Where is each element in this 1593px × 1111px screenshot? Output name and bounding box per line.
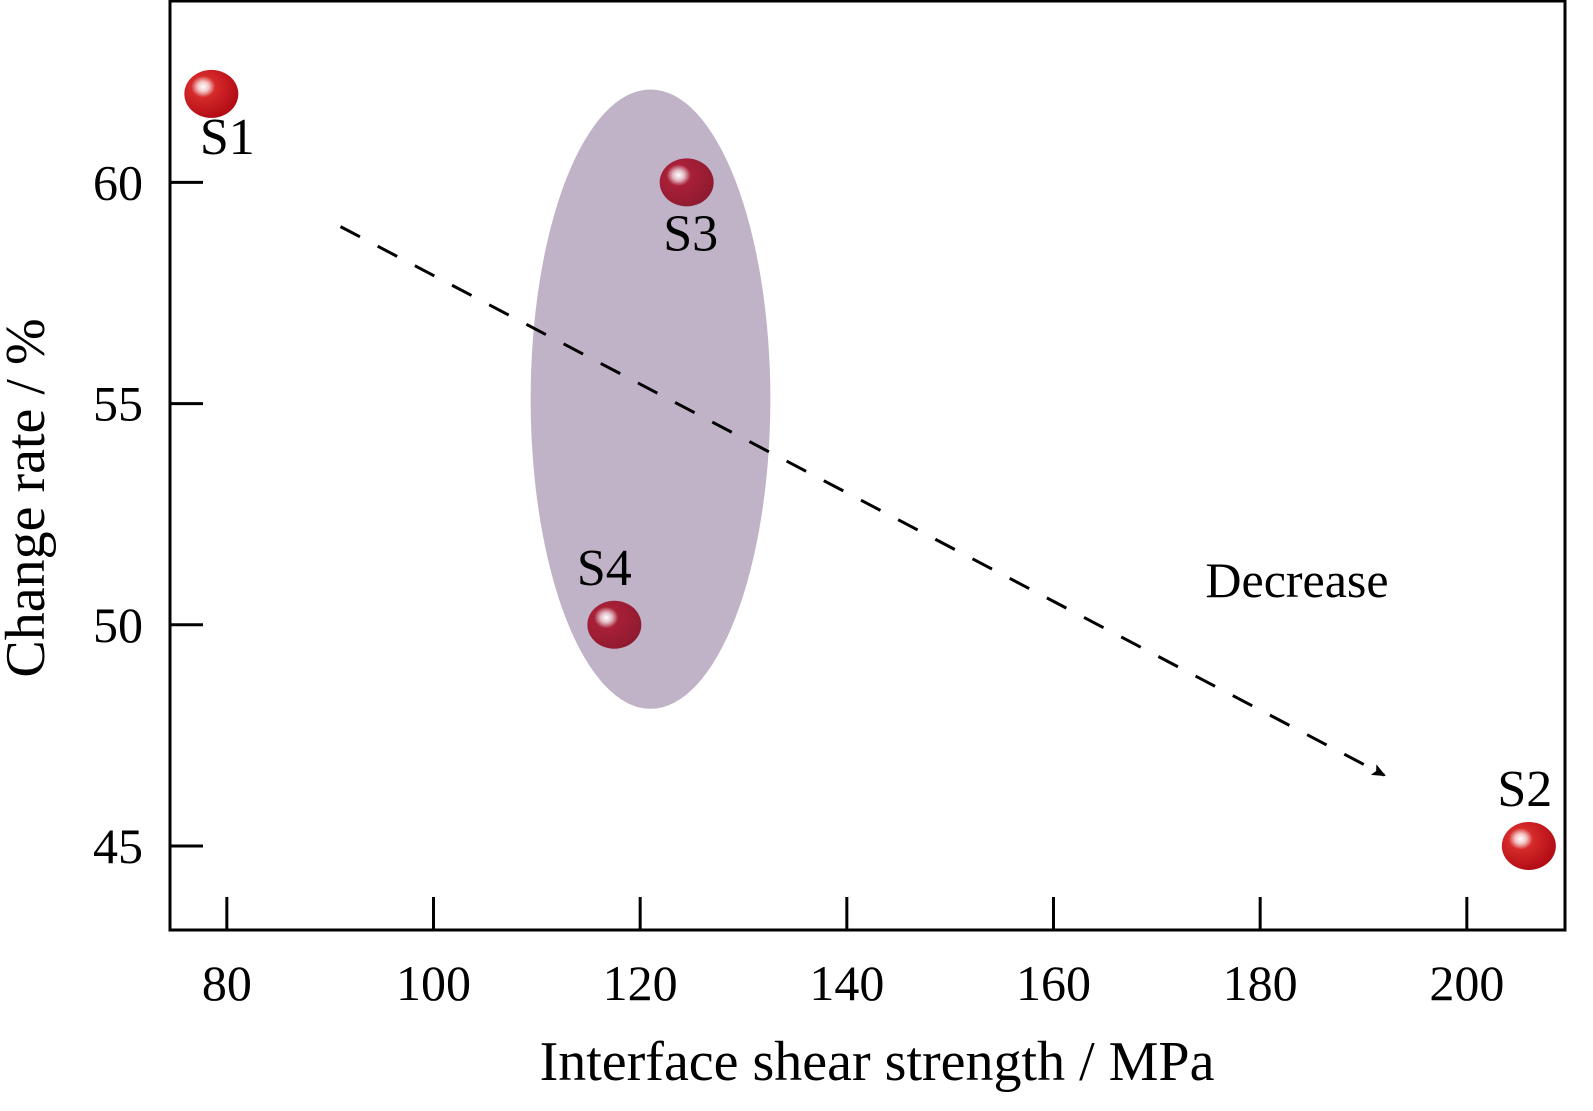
point-label-s2: S2 [1497, 761, 1552, 818]
x-tick-label: 200 [1429, 955, 1504, 1011]
y-tick-label: 60 [93, 154, 143, 210]
x-tick-label: 140 [809, 955, 884, 1011]
x-axis-title: Interface shear strength / MPa [540, 1031, 1215, 1093]
x-tick-label: 80 [202, 955, 252, 1011]
trend-arrow [339, 225, 1386, 777]
x-tick-label: 120 [603, 955, 678, 1011]
y-axis-title: Change rate / % [0, 318, 57, 677]
point-label-s1: S1 [200, 109, 255, 166]
data-point-s1 [184, 69, 239, 118]
x-tick-label: 160 [1016, 955, 1091, 1011]
highlight-ellipse [530, 89, 771, 709]
point-label-s3: S3 [663, 205, 718, 262]
data-point-s4 [587, 600, 642, 649]
y-tick-label: 45 [93, 818, 143, 874]
y-tick-label: 55 [93, 376, 143, 432]
point-label-s4: S4 [577, 540, 632, 597]
data-point-s3 [659, 158, 714, 207]
decrease-annotation: Decrease [1205, 552, 1388, 608]
plot-frame [168, 0, 1567, 932]
x-tick-label: 180 [1223, 955, 1298, 1011]
x-tick-label: 100 [396, 955, 471, 1011]
data-point-s2 [1501, 821, 1556, 870]
y-tick-label: 50 [93, 597, 143, 653]
